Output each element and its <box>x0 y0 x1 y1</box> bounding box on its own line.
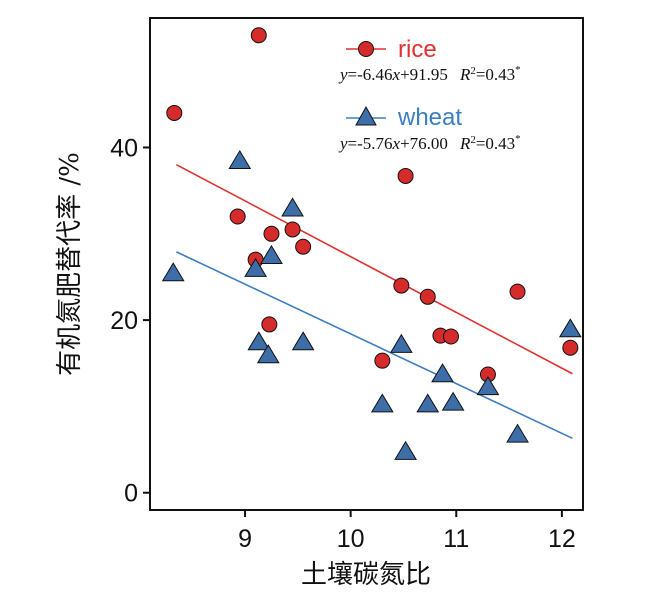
x-axis-label: 土壤碳氮比 <box>301 560 431 590</box>
wheat-point <box>247 331 271 351</box>
legend-wheat-label: wheat <box>397 104 462 131</box>
rice-point <box>284 221 301 238</box>
wheat-point <box>394 440 417 460</box>
rice-point <box>393 277 410 294</box>
wheat-equation: y=-5.76x+76.00 R2=0.43* <box>338 133 521 153</box>
x-tick-label: 10 <box>337 525 365 553</box>
wheat-point <box>228 149 252 169</box>
wheat-point <box>476 376 500 396</box>
rice-point <box>261 316 278 333</box>
plot-frame <box>149 17 584 511</box>
legend-rice-marker <box>358 41 374 57</box>
wheat-point <box>506 423 529 443</box>
y-tick-label: 40 <box>110 134 138 162</box>
wheat-point <box>291 331 315 351</box>
y-tick-label: 20 <box>110 307 138 335</box>
legend-entry-wheat: wheat y=-5.76x+76.00 R2=0.43* <box>338 104 521 153</box>
wheat-point <box>416 393 440 413</box>
rice-point <box>250 27 267 44</box>
wheat-point <box>370 393 394 413</box>
rice-point <box>229 208 246 225</box>
rice-point <box>166 104 183 121</box>
rice-point <box>562 339 579 356</box>
rice-point <box>442 328 459 345</box>
wheat-point <box>441 391 465 411</box>
x-tick-label: 12 <box>548 525 576 553</box>
rice-equation: y=-6.46x+91.95 R2=0.43* <box>338 64 521 84</box>
wheat-point <box>260 244 283 264</box>
wheat-point <box>558 318 582 338</box>
wheat-fit-line <box>176 251 573 440</box>
rice-point <box>397 167 414 184</box>
wheat-point <box>281 197 304 217</box>
rice-point <box>374 352 391 369</box>
wheat-point <box>389 333 413 353</box>
rice-point <box>419 288 436 305</box>
rice-point <box>295 238 312 255</box>
wheat-point <box>256 344 280 364</box>
axes: 9 10 11 12 0 20 40 <box>110 134 576 553</box>
y-axis-label: 有机氮肥替代率 /% <box>55 152 85 376</box>
wheat-point <box>431 363 454 383</box>
rice-fit-line <box>176 163 573 375</box>
y-tick-label: 0 <box>124 480 138 508</box>
x-tick-label: 11 <box>443 525 469 553</box>
wheat-point <box>244 257 267 277</box>
legend: rice y=-6.46x+91.95 R2=0.43* wheat y=-5.7… <box>338 36 521 153</box>
rice-point <box>263 225 280 242</box>
rice-point <box>509 283 526 300</box>
legend-wheat-marker <box>355 105 377 126</box>
data-markers <box>161 27 582 460</box>
x-tick-label: 9 <box>238 525 252 553</box>
fit-lines <box>176 163 573 440</box>
legend-rice-label: rice <box>398 36 437 63</box>
legend-entry-rice: rice y=-6.46x+91.95 R2=0.43* <box>338 36 521 84</box>
wheat-point <box>161 262 185 282</box>
